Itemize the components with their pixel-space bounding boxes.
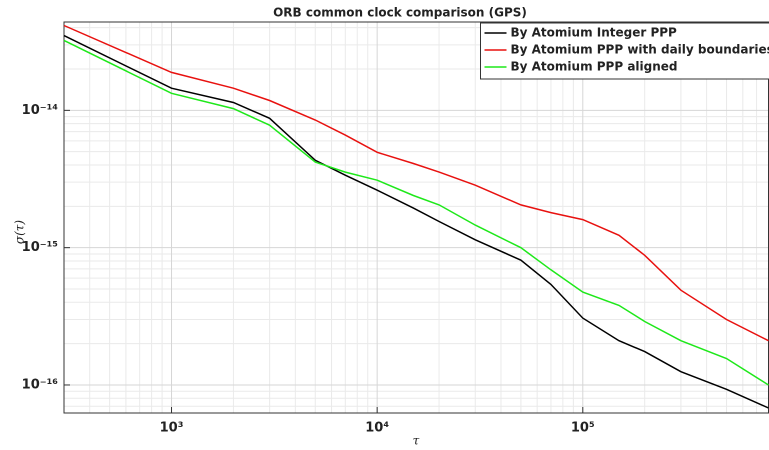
plot-area xyxy=(64,22,769,413)
x-tick-label: 10⁵ xyxy=(571,421,595,436)
legend-box xyxy=(480,22,769,80)
x-axis-label: τ xyxy=(413,434,420,448)
y-tick-label: 10⁻¹⁶ xyxy=(22,377,59,392)
legend-label: By Atomium PPP aligned xyxy=(511,60,678,74)
legend: By Atomium Integer PPP By Atomium PPP wit… xyxy=(480,22,769,80)
legend-label: By Atomium PPP with daily boundaries xyxy=(511,43,769,57)
series-line xyxy=(63,24,769,342)
x-tick-label: 10³ xyxy=(160,421,184,436)
y-tick-label: 10⁻¹⁴ xyxy=(22,103,59,118)
y-tick-label: 10⁻¹⁵ xyxy=(22,240,58,255)
y-axis-label: σ(τ) xyxy=(13,220,27,245)
x-tick-label: 10⁴ xyxy=(365,421,389,436)
legend-label: By Atomium Integer PPP xyxy=(511,26,678,40)
series-line xyxy=(63,34,769,409)
chart-title: ORB common clock comparison (GPS) xyxy=(273,6,527,20)
series-line xyxy=(63,39,769,386)
